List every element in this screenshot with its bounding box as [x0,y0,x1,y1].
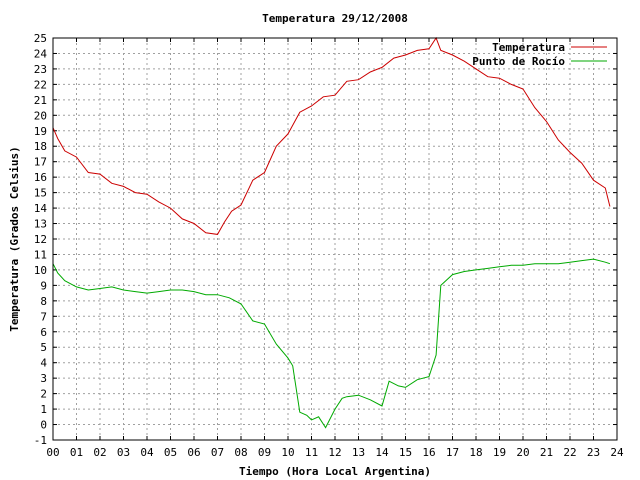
y-tick-label: 17 [34,156,47,169]
series-line-temperatura [52,36,611,235]
x-tick-label: 03 [117,446,130,459]
y-tick-label: 20 [34,109,47,122]
y-tick-label: 23 [34,63,47,76]
x-tick-label: 21 [540,446,553,459]
x-tick-label: 01 [70,446,83,459]
x-tick-label: 02 [93,446,106,459]
y-tick-label: 6 [40,326,47,339]
y-tick-label: 1 [40,403,47,416]
grid [52,37,618,441]
x-tick-label: 19 [493,446,506,459]
legend-label-temperatura: Temperatura [492,41,565,54]
y-tick-label: 7 [40,310,47,323]
x-tick-label: 23 [587,446,600,459]
x-tick-label: 14 [375,446,389,459]
y-tick-label: 12 [34,233,47,246]
x-tick-label: 12 [328,446,341,459]
x-tick-label: 24 [610,446,624,459]
plot-frame [52,37,618,441]
y-tick-label: 22 [34,78,47,91]
y-tick-label: 10 [34,264,47,277]
y-tick-label: 24 [34,47,48,60]
y-tick-label: 18 [34,140,47,153]
legend: Temperatura Punto de Rocío [472,41,607,68]
y-tick-label: 2 [40,388,47,401]
series-line-punto-de-rocio [52,258,611,429]
y-tick-label: 25 [34,32,47,45]
x-tick-label: 08 [234,446,247,459]
x-tick-label: 20 [516,446,529,459]
y-tick-label: 13 [34,218,47,231]
y-axis-ticks: -101234567891011121314151617181920212223… [34,32,617,447]
y-axis-title: Temperatura (Grados Celsius) [8,146,21,331]
x-tick-label: 11 [305,446,318,459]
series-layer [52,36,611,429]
y-tick-label: 0 [40,419,47,432]
y-tick-label: 21 [34,94,47,107]
y-tick-label: 19 [34,125,47,138]
x-tick-label: 04 [140,446,154,459]
y-tick-label: 14 [34,202,48,215]
legend-label-punto-de-rocio: Punto de Rocío [472,55,565,68]
x-tick-label: 07 [211,446,224,459]
x-tick-label: 09 [258,446,271,459]
x-tick-label: 10 [281,446,294,459]
x-tick-label: 05 [164,446,177,459]
y-tick-label: 9 [40,279,47,292]
y-tick-label: 4 [40,357,47,370]
x-axis-title: Tiempo (Hora Local Argentina) [239,465,431,478]
y-tick-label: 15 [34,187,47,200]
chart-title: Temperatura 29/12/2008 [262,12,408,25]
x-tick-label: 16 [422,446,435,459]
y-tick-label: 3 [40,372,47,385]
x-tick-label: 22 [563,446,576,459]
x-tick-label: 15 [399,446,412,459]
x-tick-label: 17 [446,446,459,459]
y-tick-label: 8 [40,295,47,308]
x-tick-label: 06 [187,446,200,459]
x-tick-label: 18 [469,446,482,459]
y-tick-label: 11 [34,248,47,261]
y-tick-label: 16 [34,171,47,184]
y-tick-label: 5 [40,341,47,354]
y-tick-label: -1 [34,434,47,447]
x-tick-label: 13 [352,446,365,459]
x-tick-label: 00 [46,446,59,459]
x-axis-ticks: 00 01 02 03 04 05 06 07 08 09 10 11 12 13 14 15 16 17 18 19… [46,38,624,459]
